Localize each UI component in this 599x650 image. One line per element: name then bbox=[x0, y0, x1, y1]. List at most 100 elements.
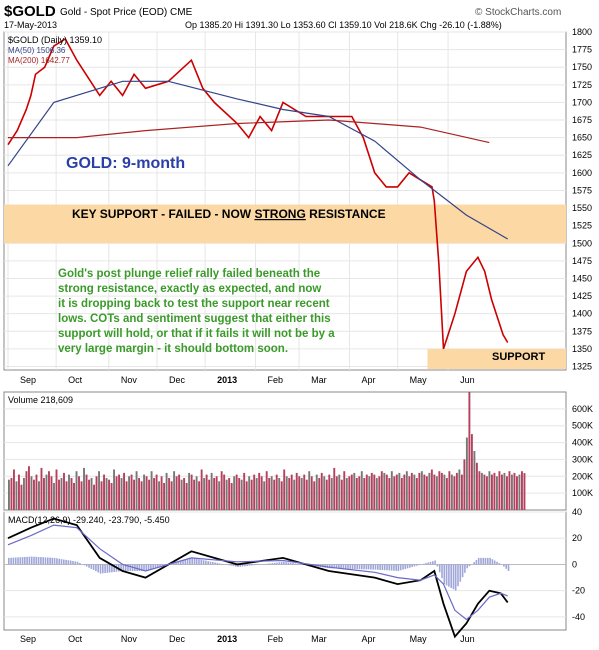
price-tick-label: 1400 bbox=[572, 309, 592, 319]
legend-price: $GOLD (Daily) 1359.10 bbox=[8, 35, 102, 45]
volume-bar bbox=[360, 471, 363, 510]
volume-bar bbox=[253, 474, 256, 510]
volume-bar bbox=[308, 471, 311, 510]
macd-hist-bar bbox=[491, 559, 494, 565]
price-tick-label: 1800 bbox=[572, 27, 592, 37]
volume-bar bbox=[58, 479, 60, 510]
macd-hist-bar bbox=[438, 564, 441, 573]
volume-tick-label: 300K bbox=[572, 454, 593, 464]
volume-bar bbox=[243, 472, 246, 510]
macd-hist-bar bbox=[464, 564, 466, 573]
volume-bar bbox=[100, 481, 103, 510]
macd-hist-bar bbox=[97, 564, 99, 573]
macd-hist-bar bbox=[209, 561, 212, 565]
price-tick-label: 1525 bbox=[572, 221, 592, 231]
macd-hist-bar bbox=[60, 559, 63, 565]
volume-bar bbox=[348, 476, 351, 510]
volume-bar bbox=[390, 471, 393, 510]
macd-hist-bar bbox=[333, 564, 336, 569]
macd-hist-bar bbox=[58, 558, 60, 565]
macd-hist-bar bbox=[102, 564, 104, 574]
volume-bar bbox=[335, 476, 338, 510]
macd-hist-bar bbox=[251, 564, 253, 566]
macd-hist-bar bbox=[411, 564, 413, 567]
volume-bar bbox=[95, 476, 98, 510]
macd-hist-bar bbox=[129, 564, 132, 571]
macd-hist-bar bbox=[8, 557, 10, 565]
macd-hist-bar bbox=[356, 564, 358, 570]
macd-hist-bar bbox=[326, 564, 329, 568]
price-line bbox=[7, 37, 509, 350]
macd-hist-bar bbox=[331, 564, 333, 569]
volume-bar bbox=[305, 479, 308, 510]
volume-bar bbox=[210, 472, 213, 510]
volume-bar bbox=[330, 478, 333, 510]
volume-bar bbox=[490, 474, 493, 510]
macd-hist-bar bbox=[193, 558, 196, 565]
macd-hist-bar bbox=[248, 564, 251, 566]
macd-hist-bar bbox=[76, 561, 79, 565]
price-tick-label: 1325 bbox=[572, 361, 592, 371]
macd-histogram bbox=[8, 556, 510, 591]
volume-bar bbox=[50, 476, 53, 510]
macd-hist-bar bbox=[379, 564, 381, 570]
volume-bar bbox=[455, 472, 458, 510]
macd-hist-bar bbox=[278, 562, 281, 565]
x-tick-label: Jun bbox=[460, 375, 475, 385]
volume-bar bbox=[345, 478, 348, 510]
volume-bar bbox=[238, 478, 241, 510]
x-tick-label: May bbox=[410, 375, 428, 385]
macd-hist-bar bbox=[140, 564, 143, 571]
macd-hist-bar bbox=[393, 564, 395, 571]
volume-bar bbox=[163, 483, 166, 510]
x-tick-label: Nov bbox=[121, 634, 138, 644]
macd-hist-bar bbox=[111, 564, 113, 573]
volume-bar bbox=[315, 474, 318, 510]
volume-bar bbox=[195, 476, 198, 510]
volume-bar bbox=[13, 469, 15, 510]
support-band bbox=[427, 348, 566, 369]
macd-hist-bar bbox=[399, 564, 402, 571]
macd-hist-bar bbox=[477, 557, 480, 565]
ma200-line bbox=[8, 119, 490, 144]
volume-bar bbox=[473, 451, 476, 510]
volume-bar bbox=[470, 434, 473, 510]
volume-bar bbox=[268, 478, 271, 510]
volume-bar bbox=[503, 472, 506, 510]
macd-tick-label: 20 bbox=[572, 533, 582, 543]
legend-ma50: MA(50) 1506.36 bbox=[8, 46, 66, 55]
macd-hist-bar bbox=[473, 562, 475, 565]
macd-hist-bar bbox=[205, 560, 207, 565]
price-tick-label: 1375 bbox=[572, 326, 592, 336]
macd-hist-bar bbox=[63, 559, 65, 565]
symbol: $GOLD bbox=[4, 3, 56, 20]
volume-bar bbox=[438, 471, 441, 510]
volume-bar bbox=[500, 474, 503, 510]
volume-bar bbox=[208, 479, 211, 510]
macd-hist-bar bbox=[147, 564, 150, 571]
x-tick-label: Dec bbox=[169, 634, 186, 644]
volume-bar bbox=[375, 478, 378, 510]
volume-bar bbox=[318, 478, 321, 510]
x-tick-label: Oct bbox=[68, 375, 83, 385]
price-y-axis: 1325 1350 1375 1400 1425 1450 1475 1500 1525 1550… bbox=[572, 27, 592, 371]
comment-line: support will hold, or that if it fails i… bbox=[58, 328, 335, 340]
macd-hist-bar bbox=[218, 563, 221, 565]
price-tick-label: 1500 bbox=[572, 238, 592, 248]
x-tick-label: Mar bbox=[311, 634, 327, 644]
macd-hist-bar bbox=[44, 557, 47, 565]
price-tick-label: 1600 bbox=[572, 168, 592, 178]
macd-hist-bar bbox=[383, 564, 386, 571]
macd-hist-bar bbox=[361, 564, 363, 570]
volume-bar bbox=[80, 481, 83, 510]
resistance-label: KEY SUPPORT - FAILED - NOW STRONG RESIST… bbox=[72, 207, 386, 221]
x-tick-label: Jun bbox=[460, 634, 475, 644]
volume-bar bbox=[338, 474, 341, 510]
macd-hist-bar bbox=[377, 564, 379, 570]
macd-hist-bar bbox=[67, 560, 70, 565]
x-tick-label: Feb bbox=[268, 375, 284, 385]
volume-bar bbox=[260, 476, 263, 510]
comment-line: it is dropping back to test the support … bbox=[58, 298, 330, 310]
volume-bar bbox=[103, 474, 105, 510]
volume-bar bbox=[213, 478, 216, 510]
